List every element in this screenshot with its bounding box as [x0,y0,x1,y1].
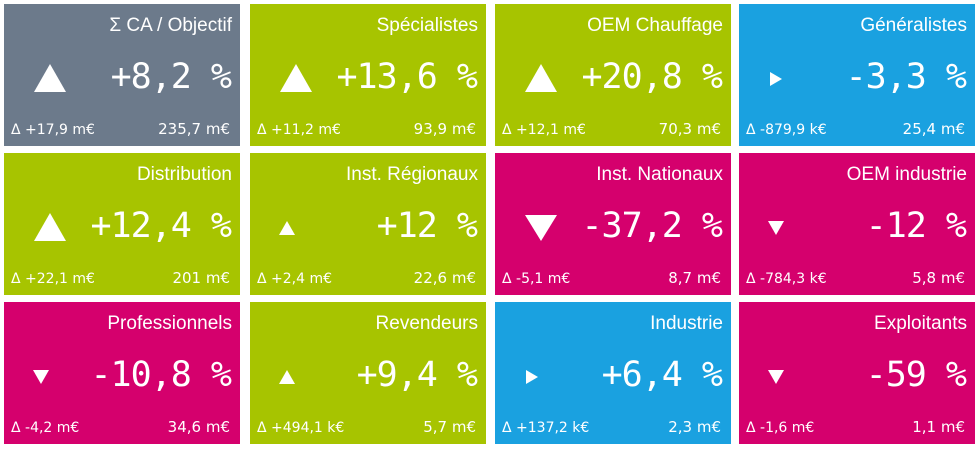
tile-percent: +12,4 % [90,206,232,246]
tile-delta: Δ +22,1 m€ [11,271,95,287]
tile-label: Industrie [650,313,723,334]
tile-percent: +20,8 % [581,57,723,97]
kpi-tile-ca-objectif[interactable]: Σ CA / Objectif +8,2 % Δ +17,9 m€ 235,7 … [4,4,240,146]
kpi-tile-oem-industrie[interactable]: OEM industrie -12 % Δ -784,3 k€ 5,8 m€ [739,153,975,295]
up-large-icon [521,62,561,96]
kpi-tile-specialistes[interactable]: Spécialistes +13,6 % Δ +11,2 m€ 93,9 m€ [250,4,486,146]
tile-percent: -10,8 % [90,355,232,395]
down-small-icon [30,360,70,394]
down-small-icon [765,211,805,245]
tile-total: 5,8 m€ [912,269,965,287]
tile-total: 5,7 m€ [423,418,476,436]
tile-total: 2,3 m€ [668,418,721,436]
tile-label: Inst. Régionaux [345,164,478,185]
tile-label: OEM Chauffage [587,15,723,36]
kpi-tile-generalistes[interactable]: Généralistes -3,3 % Δ -879,9 k€ 25,4 m€ [739,4,975,146]
tile-label: Distribution [136,164,232,185]
tile-total: 70,3 m€ [658,120,721,138]
tile-total: 1,1 m€ [912,418,965,436]
kpi-tile-distribution[interactable]: Distribution +12,4 % Δ +22,1 m€ 201 m€ [4,153,240,295]
tile-delta: Δ -879,9 k€ [746,122,827,138]
tile-percent: -37,2 % [581,206,723,246]
tile-total: 22,6 m€ [413,269,476,287]
kpi-tile-inst-regionaux[interactable]: Inst. Régionaux +12 % Δ +2,4 m€ 22,6 m€ [250,153,486,295]
tile-percent: -59 % [865,355,967,395]
tile-delta: Δ +494,1 k€ [257,420,345,436]
kpi-tile-inst-nationaux[interactable]: Inst. Nationaux -37,2 % Δ -5,1 m€ 8,7 m€ [495,153,731,295]
tile-delta: Δ +11,2 m€ [257,122,341,138]
tile-percent: -12 % [865,206,967,246]
tile-label: Professionnels [107,313,232,334]
tile-percent: +12 % [376,206,478,246]
kpi-tile-professionnels[interactable]: Professionnels -10,8 % Δ -4,2 m€ 34,6 m€ [4,302,240,444]
tile-delta: Δ +17,9 m€ [11,122,95,138]
right-icon [521,360,561,394]
up-large-icon [276,62,316,96]
tile-label: Inst. Nationaux [596,164,723,185]
tile-total: 25,4 m€ [902,120,965,138]
kpi-tile-exploitants[interactable]: Exploitants -59 % Δ -1,6 m€ 1,1 m€ [739,302,975,444]
tile-total: 8,7 m€ [668,269,721,287]
kpi-tile-industrie[interactable]: Industrie +6,4 % Δ +137,2 k€ 2,3 m€ [495,302,731,444]
up-small-icon [276,211,316,245]
tile-delta: Δ +2,4 m€ [257,271,333,287]
down-large-icon [521,211,561,245]
tile-delta: Δ -784,3 k€ [746,271,827,287]
kpi-tile-oem-chauffage[interactable]: OEM Chauffage +20,8 % Δ +12,1 m€ 70,3 m€ [495,4,731,146]
up-small-icon [276,360,316,394]
kpi-tile-revendeurs[interactable]: Revendeurs +9,4 % Δ +494,1 k€ 5,7 m€ [250,302,486,444]
tile-total: 235,7 m€ [158,120,230,138]
tile-delta: Δ +137,2 k€ [502,420,590,436]
tile-delta: Δ +12,1 m€ [502,122,586,138]
tile-percent: +13,6 % [336,57,478,97]
tile-label: Revendeurs [375,313,478,334]
tile-label: Exploitants [874,313,967,334]
down-small-icon [765,360,805,394]
tile-delta: Δ -5,1 m€ [502,271,571,287]
up-large-icon [30,211,70,245]
tile-label: Σ CA / Objectif [109,15,232,36]
tile-delta: Δ -1,6 m€ [746,420,815,436]
tile-percent: +9,4 % [356,355,478,395]
tile-total: 93,9 m€ [413,120,476,138]
up-large-icon [30,62,70,96]
tile-label: Spécialistes [376,15,478,36]
tile-total: 201 m€ [172,269,230,287]
tile-label: Généralistes [860,15,967,36]
tile-percent: +6,4 % [601,355,723,395]
tile-label: OEM industrie [846,164,967,185]
tile-percent: -3,3 % [845,57,967,97]
tile-delta: Δ -4,2 m€ [11,420,80,436]
tile-total: 34,6 m€ [167,418,230,436]
tile-percent: +8,2 % [110,57,232,97]
right-icon [765,62,805,96]
